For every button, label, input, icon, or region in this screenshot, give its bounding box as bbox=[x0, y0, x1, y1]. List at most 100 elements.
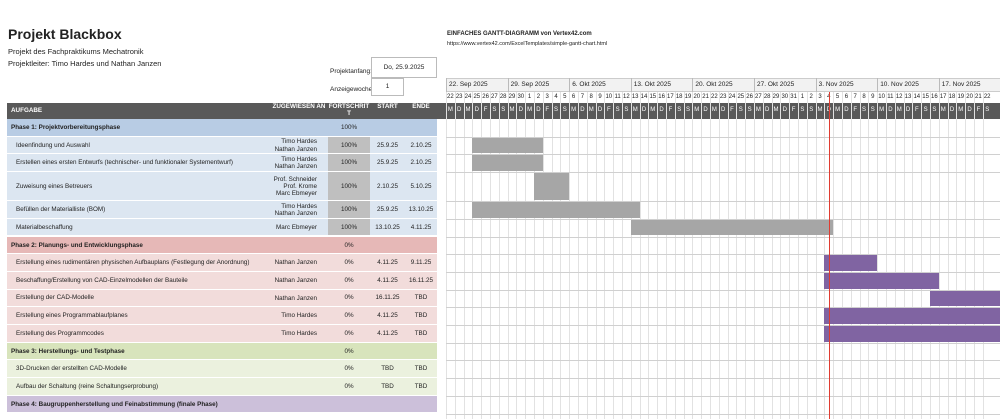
start-label: Projektanfang: bbox=[330, 68, 372, 75]
phase-title: Phase 3: Herstellungs- und Testphase bbox=[11, 347, 125, 355]
day-number: 8 bbox=[589, 94, 593, 100]
week-label: 27. Okt 2025 bbox=[757, 81, 795, 88]
gantt-bar bbox=[824, 308, 1000, 324]
day-number: 25 bbox=[473, 94, 481, 100]
day-number: 24 bbox=[728, 94, 736, 100]
row-line bbox=[446, 307, 1000, 309]
column-header: AUFGABE bbox=[11, 107, 43, 114]
task-start: 4.11.25 bbox=[377, 312, 398, 320]
task-assignee: Timo Hardes bbox=[281, 312, 317, 320]
day-grid-line bbox=[604, 92, 606, 419]
day-grid-line bbox=[560, 92, 562, 419]
day-grid-line bbox=[683, 92, 685, 419]
day-number: 22 bbox=[447, 94, 454, 100]
task-start: 4.11.25 bbox=[377, 276, 398, 284]
day-grid-line bbox=[789, 92, 791, 419]
day-grid-line bbox=[692, 92, 694, 419]
weekday: M bbox=[958, 107, 964, 113]
day-grid-line bbox=[569, 92, 571, 419]
weekday: S bbox=[800, 107, 805, 113]
day-grid-line bbox=[727, 92, 729, 419]
weekday: M bbox=[755, 107, 761, 113]
phase-row bbox=[7, 236, 437, 255]
task-start: 4.11.25 bbox=[377, 259, 398, 267]
day-number: 21 bbox=[975, 94, 982, 100]
day-number: 30 bbox=[781, 94, 789, 100]
day-grid-line bbox=[982, 92, 984, 419]
weekday: S bbox=[738, 107, 743, 113]
task-end: 2.10.25 bbox=[410, 159, 432, 167]
gantt-bar bbox=[824, 272, 939, 289]
day-grid-line bbox=[498, 92, 500, 419]
day-number: 12 bbox=[623, 94, 630, 100]
day-number: 16 bbox=[931, 94, 938, 100]
task-row bbox=[7, 271, 437, 290]
task-start: 25.9.25 bbox=[376, 159, 398, 167]
day-grid-line bbox=[780, 92, 782, 419]
day-grid-line bbox=[894, 92, 896, 419]
day-number: 22 bbox=[711, 94, 718, 100]
day-number: 22 bbox=[983, 94, 991, 100]
gantt-bar bbox=[824, 255, 878, 271]
weekday: F bbox=[914, 107, 919, 113]
day-number: 29 bbox=[772, 94, 780, 100]
phase-row bbox=[7, 395, 437, 414]
weekday: F bbox=[730, 107, 734, 113]
task-row bbox=[7, 378, 437, 396]
week-divider bbox=[754, 78, 755, 103]
day-grid-line bbox=[877, 92, 879, 419]
day-number: 10 bbox=[605, 94, 613, 100]
day-number: 15 bbox=[922, 94, 929, 100]
task-start: 2.10.25 bbox=[376, 182, 398, 190]
day-number: 23 bbox=[455, 94, 463, 100]
task-progress: 100% bbox=[340, 159, 358, 167]
task-assignee: Timo Hardes bbox=[281, 330, 317, 338]
weekday: M bbox=[835, 107, 841, 113]
weekday: D bbox=[597, 107, 603, 113]
weekday: M bbox=[509, 107, 515, 113]
week-row bbox=[446, 78, 1000, 92]
task-progress: 100% bbox=[340, 141, 358, 149]
start-box: Do, 25.9.2025 bbox=[371, 57, 437, 78]
phase-progress: 0% bbox=[344, 347, 354, 355]
weekday: S bbox=[492, 107, 497, 113]
weekday: M bbox=[879, 107, 885, 113]
day-number: 1 bbox=[527, 94, 532, 100]
day-number: 25 bbox=[737, 94, 745, 100]
day-grid-line bbox=[710, 92, 711, 419]
task-end: TBD bbox=[414, 382, 428, 390]
day-grid-line bbox=[771, 92, 773, 419]
day-grid-line bbox=[472, 92, 474, 419]
week-label: 29. Sep 2025 bbox=[510, 81, 550, 88]
weekday: D bbox=[536, 107, 541, 113]
row-line bbox=[446, 395, 1000, 397]
weekday: D bbox=[641, 107, 647, 113]
row-line bbox=[446, 289, 1000, 291]
day-number: 27 bbox=[755, 94, 762, 100]
week-divider bbox=[692, 78, 694, 103]
weekday: S bbox=[501, 107, 506, 113]
weekday: D bbox=[518, 107, 523, 113]
phase-progress: 100% bbox=[340, 124, 358, 131]
task-name: Beschaffung/Erstellung von CAD-Einzelmod… bbox=[16, 276, 188, 284]
weekday: M bbox=[896, 107, 902, 113]
progress-cell bbox=[328, 136, 370, 155]
gantt-bar bbox=[630, 219, 834, 236]
day-number: 26 bbox=[746, 94, 753, 100]
weekday: S bbox=[677, 107, 682, 113]
task-progress: 0% bbox=[344, 294, 354, 302]
day-number: 23 bbox=[719, 94, 727, 100]
row-line bbox=[446, 154, 1000, 156]
day-number: 17 bbox=[667, 94, 674, 100]
weekday: S bbox=[615, 107, 620, 113]
task-row bbox=[7, 360, 437, 379]
weekday: D bbox=[721, 107, 726, 113]
task-progress: 0% bbox=[344, 259, 354, 267]
task-name: Aufbau der Schaltung (reine Schaltungser… bbox=[16, 382, 159, 390]
weekday: M bbox=[694, 107, 700, 113]
weekday: M bbox=[711, 107, 717, 113]
task-assignee: Nathan Janzen bbox=[274, 259, 317, 267]
day-number: 6 bbox=[571, 94, 576, 100]
task-end: 5.10.25 bbox=[410, 182, 432, 190]
weekday: S bbox=[685, 107, 690, 113]
